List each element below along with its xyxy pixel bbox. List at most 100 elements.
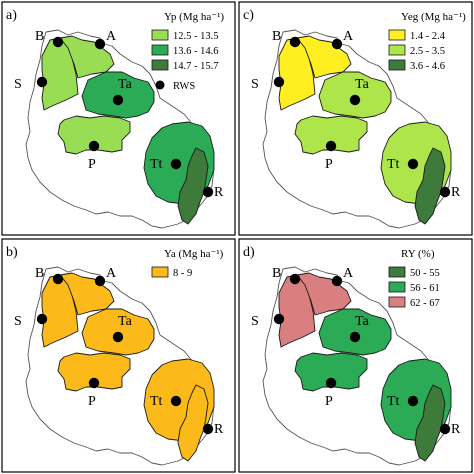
- site-label-A: A: [343, 266, 354, 281]
- legend-label: 14.7 - 15.7: [173, 61, 219, 72]
- map-panel: c) B A S Ta P Tt R Yeg (Mg ha⁻¹) 1.4 - 2.4 2.5 - 3…: [238, 1, 473, 236]
- panel-letter: d): [243, 245, 255, 260]
- site-marker: [112, 94, 124, 106]
- region-r: [414, 384, 446, 462]
- site-label-S: S: [251, 77, 259, 92]
- site-label-P: P: [325, 394, 333, 409]
- site-marker: [325, 377, 337, 389]
- legend-label: 56 - 61: [410, 283, 440, 294]
- legend-swatch: [388, 29, 406, 41]
- site-marker: [439, 186, 451, 198]
- site-label-Ta: Ta: [355, 77, 370, 92]
- site-label-S: S: [251, 314, 259, 329]
- site-label-P: P: [325, 157, 333, 172]
- legend-title: Ya (Mg ha⁻¹): [164, 248, 224, 260]
- legend-swatch: [388, 281, 406, 293]
- legend-marker: [155, 80, 165, 90]
- region-p: [57, 352, 131, 392]
- site-marker: [88, 377, 100, 389]
- legend-label: 13.6 - 14.6: [173, 46, 219, 57]
- region-north: [296, 35, 352, 79]
- map-panel: b) B A S Ta P Tt R Ya (Mg ha⁻¹) 8 - 9: [1, 238, 236, 473]
- site-marker: [439, 423, 451, 435]
- region-r: [177, 384, 209, 462]
- site-marker: [202, 186, 214, 198]
- legend-swatch: [151, 266, 169, 278]
- site-label-B: B: [272, 266, 281, 281]
- panel-border: [238, 238, 473, 473]
- map-panel: a) B A S Ta P Tt R Yp (Mg ha⁻¹) 12.5 - 13.5 13.6 -…: [1, 1, 236, 236]
- region-north: [59, 272, 115, 316]
- site-label-Tt: Tt: [387, 157, 400, 172]
- region-r: [414, 147, 446, 225]
- map-panel: d) B A S Ta P Tt R RY (%) 50 - 55 56 - 61 62 - 67: [238, 238, 473, 473]
- site-label-P: P: [88, 394, 96, 409]
- legend-swatch: [151, 44, 169, 56]
- panel-border: [238, 1, 473, 236]
- site-label-S: S: [14, 77, 22, 92]
- site-marker: [94, 38, 106, 50]
- site-label-Tt: Tt: [387, 394, 400, 409]
- site-marker: [36, 313, 48, 325]
- site-marker: [331, 275, 343, 287]
- site-marker: [289, 36, 301, 48]
- legend-label: 62 - 67: [410, 298, 440, 309]
- site-marker: [407, 158, 419, 170]
- region-north: [296, 272, 352, 316]
- site-label-P: P: [88, 157, 96, 172]
- site-marker: [331, 38, 343, 50]
- legend-label: 2.5 - 3.5: [410, 46, 445, 57]
- site-marker: [273, 313, 285, 325]
- legend-swatch: [388, 296, 406, 308]
- site-label-Ta: Ta: [118, 314, 133, 329]
- site-marker: [349, 94, 361, 106]
- site-label-A: A: [106, 29, 117, 44]
- region-r: [177, 147, 209, 225]
- site-label-S: S: [14, 314, 22, 329]
- site-label-B: B: [272, 29, 281, 44]
- legend-label: 50 - 55: [410, 268, 440, 279]
- site-marker: [88, 140, 100, 152]
- site-label-R: R: [214, 185, 224, 200]
- site-marker: [202, 423, 214, 435]
- panel-border: [1, 238, 236, 473]
- site-label-Ta: Ta: [355, 314, 370, 329]
- site-marker: [325, 140, 337, 152]
- panel-border: [1, 1, 236, 236]
- site-marker: [407, 395, 419, 407]
- region-north: [59, 35, 115, 79]
- legend-swatch: [388, 44, 406, 56]
- site-marker: [94, 275, 106, 287]
- legend-label: 8 - 9: [173, 268, 192, 279]
- site-marker: [112, 331, 124, 343]
- site-marker: [52, 273, 64, 285]
- site-marker: [52, 36, 64, 48]
- legend-label: 1.4 - 2.4: [410, 31, 446, 42]
- legend-title: Yp (Mg ha⁻¹): [164, 11, 224, 23]
- legend-swatch: [151, 59, 169, 71]
- site-label-B: B: [35, 266, 44, 281]
- site-label-B: B: [35, 29, 44, 44]
- legend-swatch: [388, 266, 406, 278]
- panel-letter: b): [6, 245, 18, 260]
- legend-label: 3.6 - 4.6: [410, 61, 445, 72]
- legend-swatch: [151, 29, 169, 41]
- legend-title: Yeg (Mg ha⁻¹): [401, 11, 466, 23]
- legend-label-rws: RWS: [173, 81, 195, 92]
- panel-letter: c): [243, 8, 254, 23]
- site-marker: [36, 76, 48, 88]
- legend-swatch: [388, 59, 406, 71]
- site-marker: [170, 395, 182, 407]
- site-label-R: R: [214, 422, 224, 437]
- site-marker: [289, 273, 301, 285]
- site-label-Tt: Tt: [150, 157, 163, 172]
- region-p: [294, 115, 368, 155]
- site-label-A: A: [343, 29, 354, 44]
- legend-label: 12.5 - 13.5: [173, 31, 219, 42]
- site-label-Tt: Tt: [150, 394, 163, 409]
- panel-letter: a): [6, 8, 17, 23]
- site-label-R: R: [451, 422, 461, 437]
- legend-title: RY (%): [401, 248, 435, 260]
- site-marker: [273, 76, 285, 88]
